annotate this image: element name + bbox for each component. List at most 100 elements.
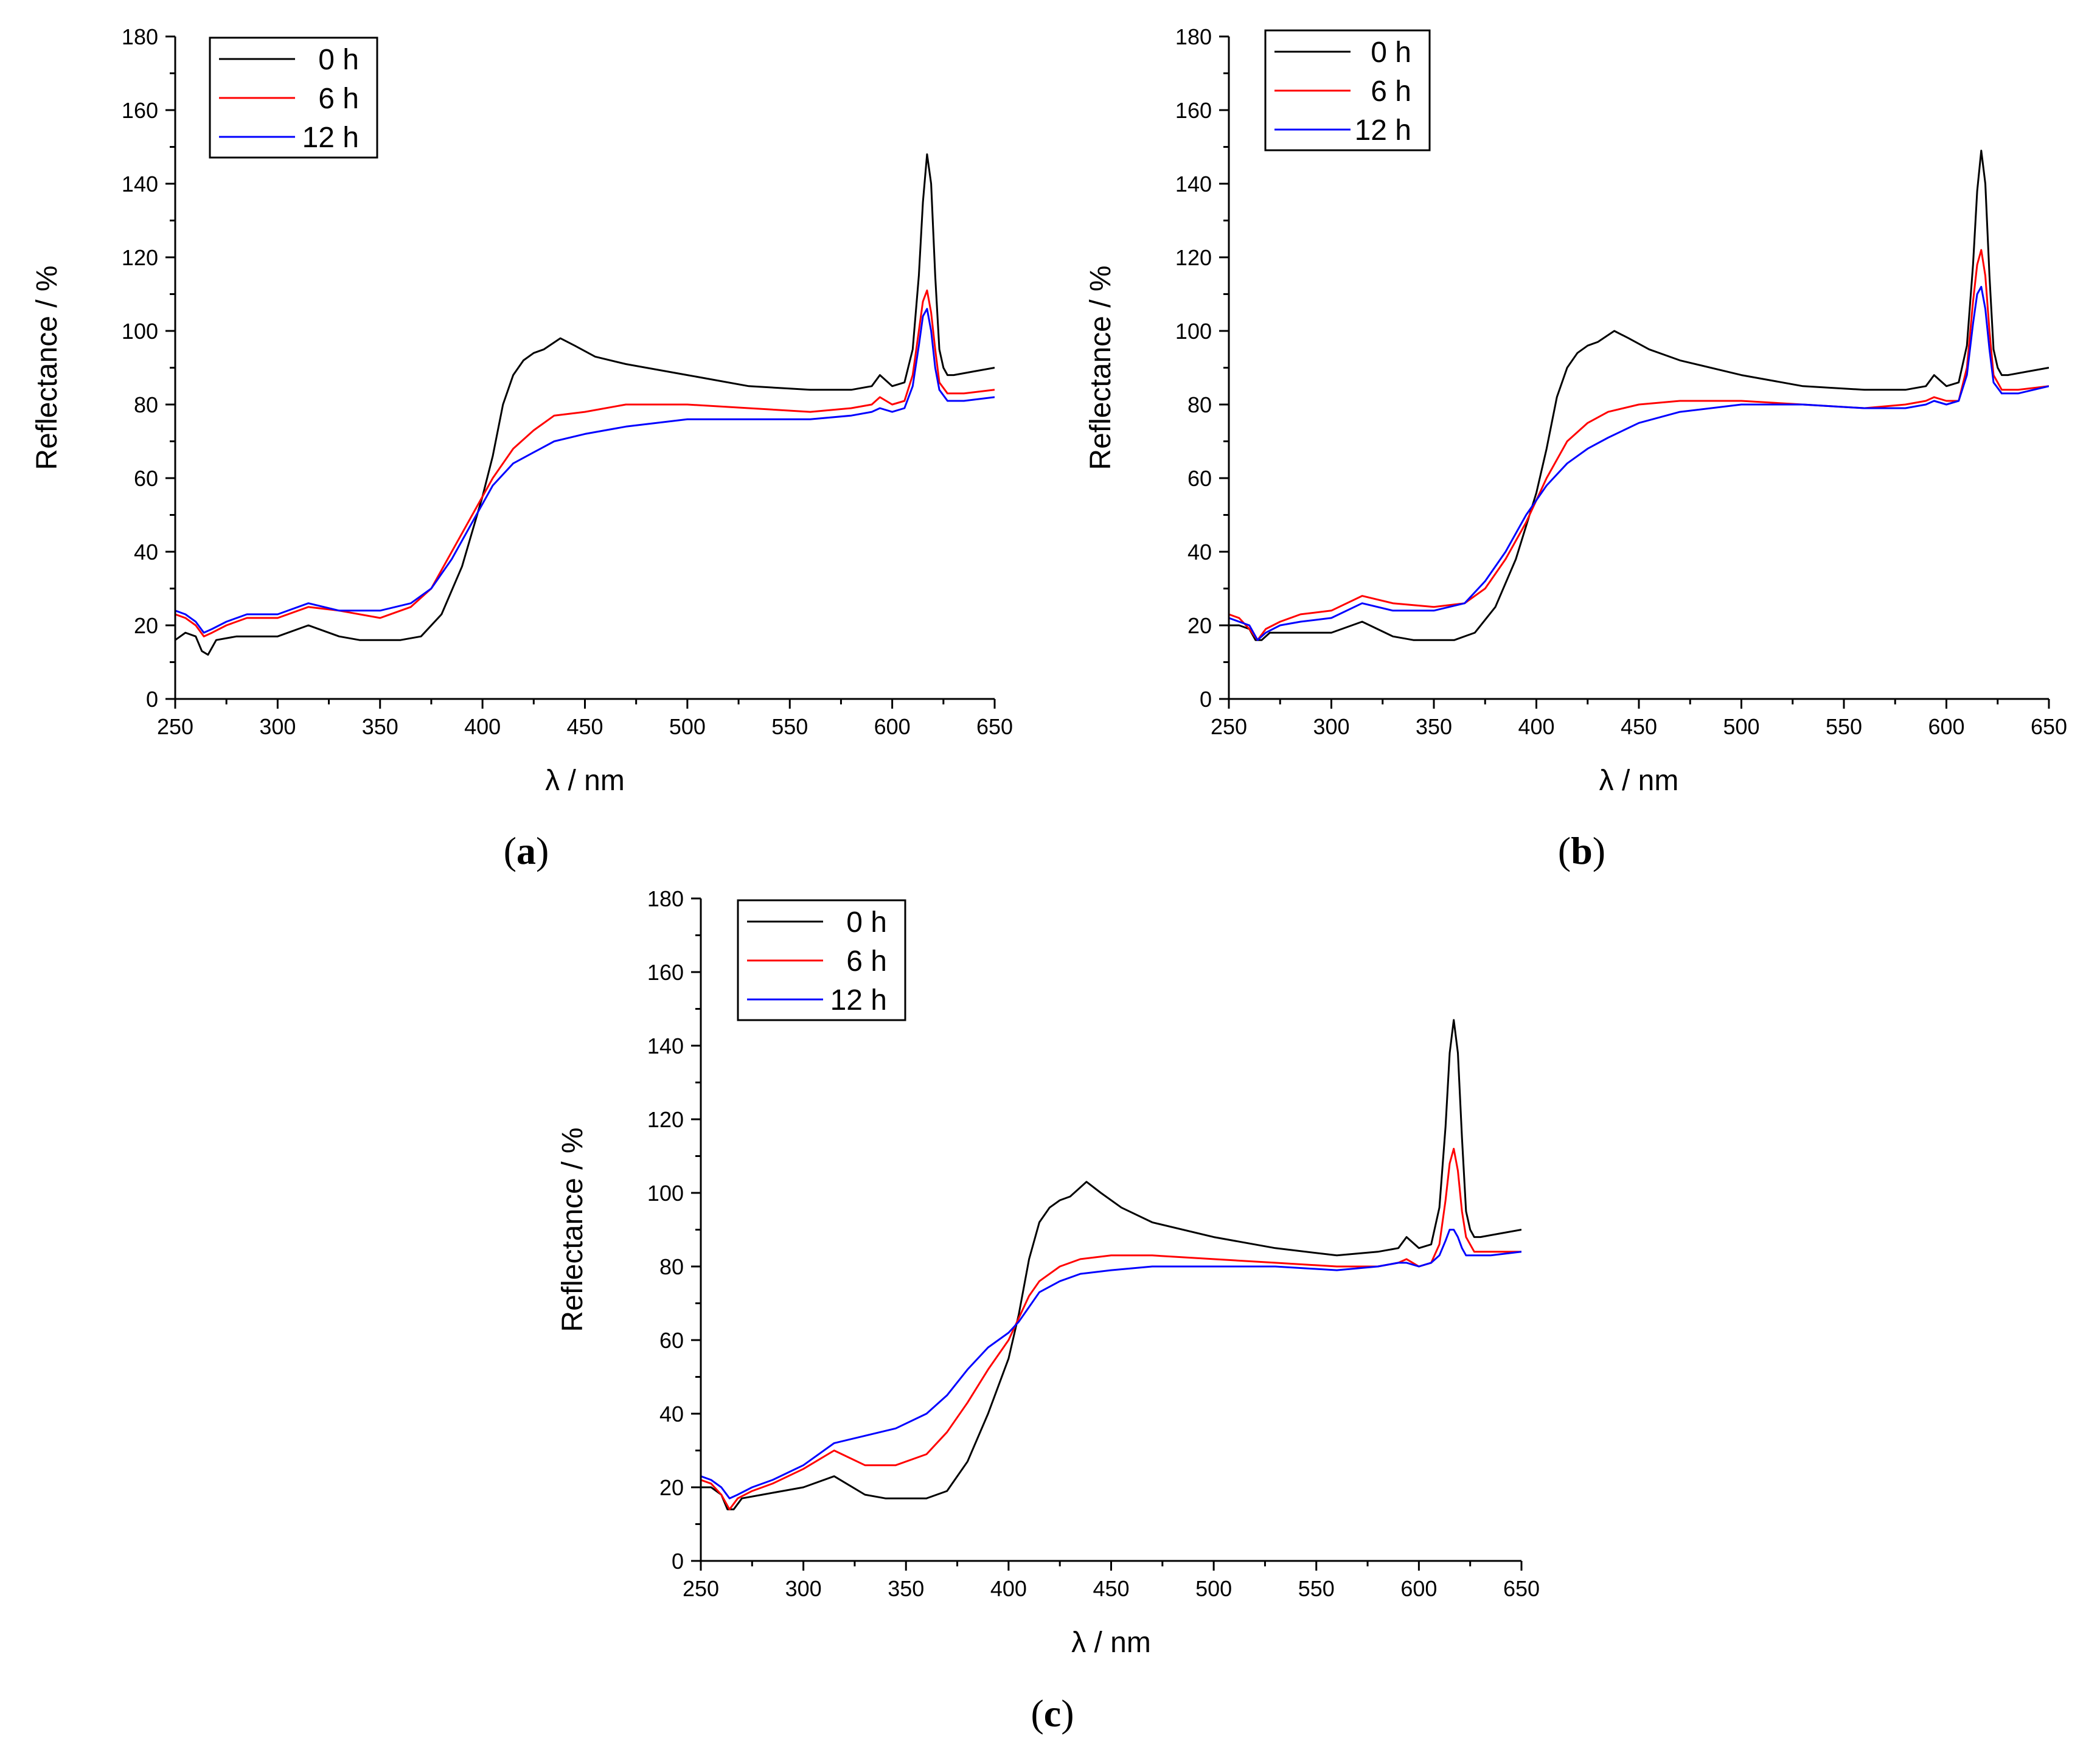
series-line-12h (175, 308, 995, 634)
y-tick-label: 120 (647, 1107, 684, 1132)
panel-label-letter: a (516, 829, 536, 872)
y-tick-label: 20 (1187, 613, 1212, 638)
x-tick-label: 350 (362, 714, 398, 739)
x-tick-label: 450 (1093, 1576, 1129, 1601)
y-tick-label: 120 (1175, 245, 1212, 270)
x-axis-title: λ / nm (545, 765, 625, 797)
y-tick-label: 160 (647, 960, 684, 985)
y-tick-label: 120 (122, 245, 158, 270)
x-tick-label: 300 (259, 714, 296, 739)
x-tick-label: 300 (785, 1576, 822, 1601)
series-line-0h (701, 1019, 1521, 1510)
chart-panel-a: 250 300 350 400 450 500 550 600 650 0 20 40 60 80 100 1… (31, 24, 1013, 872)
chart-panel-c: 250 300 350 400 450 500 550 600 650 0 20 40 60 80 100 1… (557, 886, 1540, 1735)
panel-label-open-paren: ( (504, 829, 516, 872)
x-tick-label: 500 (1195, 1576, 1232, 1601)
legend-label: 6 h (318, 83, 359, 115)
y-tick-label: 100 (122, 319, 158, 344)
x-tick-label: 650 (2031, 714, 2067, 739)
x-tick-label: 600 (1400, 1576, 1437, 1601)
y-tick-label: 180 (1175, 24, 1212, 49)
y-tick-label: 100 (647, 1181, 684, 1206)
panel-label-letter: c (1044, 1692, 1061, 1735)
x-tick-label: 400 (464, 714, 501, 739)
panel-label-open-paren: ( (1558, 829, 1571, 872)
legend-label: 12 h (830, 984, 887, 1016)
x-tick-label: 600 (874, 714, 911, 739)
y-tick-label: 60 (1187, 466, 1212, 491)
y-tick-label: 60 (134, 466, 158, 491)
panel-label-close-paren: ) (536, 829, 549, 872)
legend-label: 6 h (1371, 75, 1411, 108)
y-tick-label: 160 (122, 98, 158, 123)
y-tick-label: 180 (647, 886, 684, 911)
y-tick-label: 160 (1175, 98, 1212, 123)
y-tick-label: 140 (647, 1034, 684, 1058)
x-tick-label: 250 (1211, 714, 1247, 739)
x-tick-label: 500 (669, 714, 706, 739)
panel-label: (a) (504, 829, 549, 872)
x-tick-label: 600 (1928, 714, 1964, 739)
panel-label-letter: b (1571, 829, 1593, 872)
series-group (1229, 150, 2049, 641)
series-group (175, 153, 995, 656)
panel-label: (c) (1031, 1692, 1074, 1735)
series-group (701, 1019, 1521, 1510)
series-line-6h (175, 289, 995, 637)
chart-panel-b: 250 300 350 400 450 500 550 600 650 0 20 40 60 80 100 1… (1085, 24, 2067, 872)
y-tick-label: 60 (659, 1328, 684, 1353)
legend: 0 h 6 h 12 h (1264, 29, 1431, 151)
y-tick-label: 100 (1175, 319, 1212, 344)
x-tick-label: 250 (157, 714, 193, 739)
x-tick-label: 450 (566, 714, 603, 739)
y-axis-title: Reflectance / % (557, 1127, 589, 1332)
x-tick-label: 250 (683, 1576, 719, 1601)
y-tick-label: 80 (1187, 392, 1212, 417)
panel-label: (b) (1558, 829, 1605, 872)
y-tick-label: 40 (134, 540, 158, 565)
series-line-0h (1229, 150, 2049, 641)
y-tick-label: 0 (146, 687, 158, 712)
y-axis-title: Reflectance / % (1085, 265, 1117, 470)
x-tick-label: 550 (1298, 1576, 1335, 1601)
x-axis-title: λ / nm (1599, 765, 1679, 797)
y-tick-label: 180 (122, 24, 158, 49)
legend-label: 0 h (318, 44, 359, 76)
legend-label: 0 h (1371, 36, 1411, 69)
panel-label-close-paren: ) (1593, 829, 1605, 872)
legend-label: 12 h (302, 122, 359, 154)
x-tick-label: 400 (1518, 714, 1554, 739)
x-tick-label: 500 (1723, 714, 1759, 739)
panel-label-close-paren: ) (1061, 1692, 1074, 1735)
y-tick-label: 40 (659, 1402, 684, 1426)
series-line-12h (1229, 285, 2049, 641)
panel-label-open-paren: ( (1031, 1692, 1043, 1735)
y-tick-label: 20 (659, 1475, 684, 1500)
x-tick-label: 300 (1313, 714, 1349, 739)
y-tick-label: 140 (1175, 172, 1212, 196)
x-tick-label: 650 (1503, 1576, 1540, 1601)
y-tick-label: 0 (1200, 687, 1212, 712)
series-line-12h (701, 1229, 1521, 1499)
y-tick-label: 0 (672, 1549, 684, 1574)
legend-label: 6 h (846, 945, 887, 978)
y-axis-title: Reflectance / % (31, 265, 63, 470)
y-tick-label: 80 (134, 392, 158, 417)
x-tick-label: 350 (1416, 714, 1452, 739)
legend: 0 h 6 h 12 h (737, 899, 906, 1021)
series-line-6h (701, 1147, 1521, 1510)
x-tick-label: 550 (771, 714, 808, 739)
series-line-6h (1229, 249, 2049, 641)
series-line-0h (175, 153, 995, 656)
legend: 0 h 6 h 12 h (209, 36, 378, 159)
y-tick-label: 40 (1187, 540, 1212, 565)
y-tick-label: 80 (659, 1254, 684, 1279)
x-tick-label: 650 (976, 714, 1013, 739)
x-tick-label: 350 (888, 1576, 924, 1601)
y-tick-label: 20 (134, 613, 158, 638)
x-axis-title: λ / nm (1071, 1627, 1151, 1659)
x-tick-label: 450 (1621, 714, 1657, 739)
y-tick-label: 140 (122, 172, 158, 196)
x-tick-label: 400 (990, 1576, 1027, 1601)
